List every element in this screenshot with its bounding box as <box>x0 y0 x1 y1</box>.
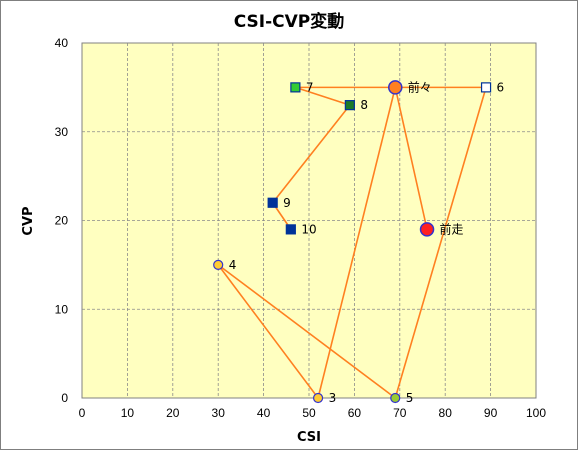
gridlines <box>82 43 536 398</box>
data-label: 前々 <box>408 79 432 94</box>
x-tick-label: 90 <box>484 406 498 420</box>
series-segment <box>217 264 319 399</box>
data-label: 6 <box>497 80 505 94</box>
data-point-circle-large <box>419 222 435 237</box>
data-point-circle-large <box>388 80 403 95</box>
x-tick-label: 100 <box>526 406 546 420</box>
y-axis-label: CVP <box>21 206 36 235</box>
data-point-circle <box>312 392 324 404</box>
x-tick-label: 30 <box>212 406 226 420</box>
x-tick-label: 20 <box>166 406 180 420</box>
data-point-square <box>344 100 355 111</box>
data-point-circle <box>390 392 401 404</box>
data-points <box>213 80 492 404</box>
x-axis-label: CSI <box>297 430 321 445</box>
data-point-square <box>267 197 278 208</box>
tick-labels: 0 10 20 30 40 50 60 70 80 90 100 0 10 20 30 40 <box>55 36 547 420</box>
x-tick-label: 80 <box>439 406 453 420</box>
data-point-square <box>290 82 301 93</box>
series-segment <box>295 86 351 106</box>
data-point-square <box>480 82 492 93</box>
y-tick-label: 30 <box>55 125 69 139</box>
x-tick-label: 0 <box>79 406 86 420</box>
data-label: 10 <box>301 222 316 236</box>
y-tick-label: 40 <box>55 36 69 50</box>
data-label: 前走 <box>440 221 464 236</box>
x-tick-label: 40 <box>257 406 271 420</box>
data-point-square <box>285 224 296 235</box>
series-segment <box>394 87 487 399</box>
data-label: 8 <box>360 98 368 112</box>
data-label: 9 <box>283 196 291 210</box>
data-point-circle <box>213 259 224 270</box>
series-segment <box>317 87 397 399</box>
x-tick-label: 60 <box>348 406 362 420</box>
y-tick-label: 20 <box>55 214 69 228</box>
x-tick-label: 50 <box>302 406 316 420</box>
y-tick-label: 10 <box>55 302 69 316</box>
series-segment <box>272 104 351 204</box>
data-label: 7 <box>306 80 314 94</box>
x-tick-label: 70 <box>393 406 407 420</box>
series-segment <box>217 264 396 399</box>
chart-title: CSI-CVP変動 <box>234 11 345 32</box>
series-segment <box>394 87 428 230</box>
x-tick-label: 10 <box>121 406 135 420</box>
data-label: 3 <box>329 391 337 405</box>
data-label: 4 <box>229 258 237 272</box>
data-label: 5 <box>406 391 414 405</box>
y-tick-label: 0 <box>61 391 68 405</box>
